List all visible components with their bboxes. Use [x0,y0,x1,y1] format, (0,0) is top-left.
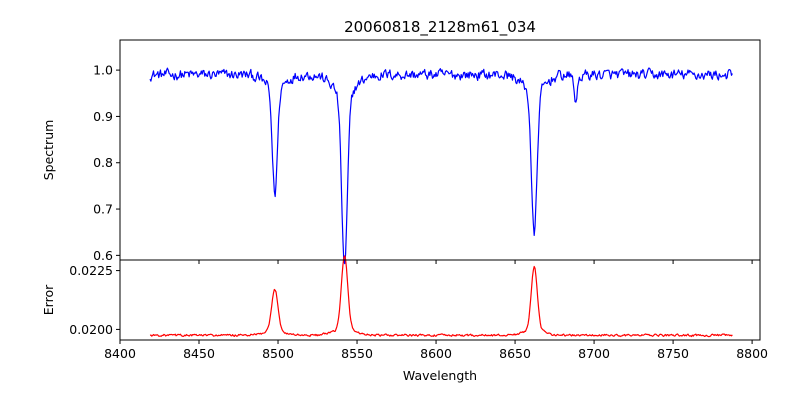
y-tick-label: 0.6 [93,248,113,263]
error-y-axis: 0.0200 0.0225 [69,263,120,337]
y-tick-label: 1.0 [93,63,113,78]
error-y-axis-label: Error [41,284,56,315]
spectrum-panel: 0.6 0.7 0.8 0.9 1.0 Spectrum [41,39,761,265]
x-tick-label: 8500 [262,346,294,361]
chart-title: 20060818_2128m61_034 [344,18,536,37]
x-tick-label: 8700 [578,346,610,361]
error-series-line [149,255,733,338]
y-tick-label: 0.7 [93,202,113,217]
x-tick-label: 8650 [499,346,531,361]
x-tick-label: 8600 [420,346,452,361]
y-tick-label: 0.0200 [69,322,113,337]
spectrum-y-axis: 0.6 0.7 0.8 0.9 1.0 [93,63,120,263]
x-tick-label: 8550 [341,346,373,361]
x-axis-label: Wavelength [403,368,477,383]
spectrum-series-line [149,67,733,265]
spectrum-y-axis-label: Spectrum [41,120,56,181]
x-tick-label: 8800 [736,346,768,361]
error-x-axis: 8400 8450 8500 8550 8600 8650 8700 8750 8800 [104,340,768,361]
error-panel: 0.0200 0.0225 8400 8450 8500 8550 8600 8650 870… [41,255,768,383]
x-tick-label: 8750 [657,346,689,361]
x-tick-label: 8400 [104,346,136,361]
y-tick-label: 0.8 [93,155,113,170]
x-tick-label: 8450 [183,346,215,361]
error-plot-frame [119,259,761,341]
y-tick-label: 0.9 [93,109,113,124]
y-tick-label: 0.0225 [69,263,113,278]
